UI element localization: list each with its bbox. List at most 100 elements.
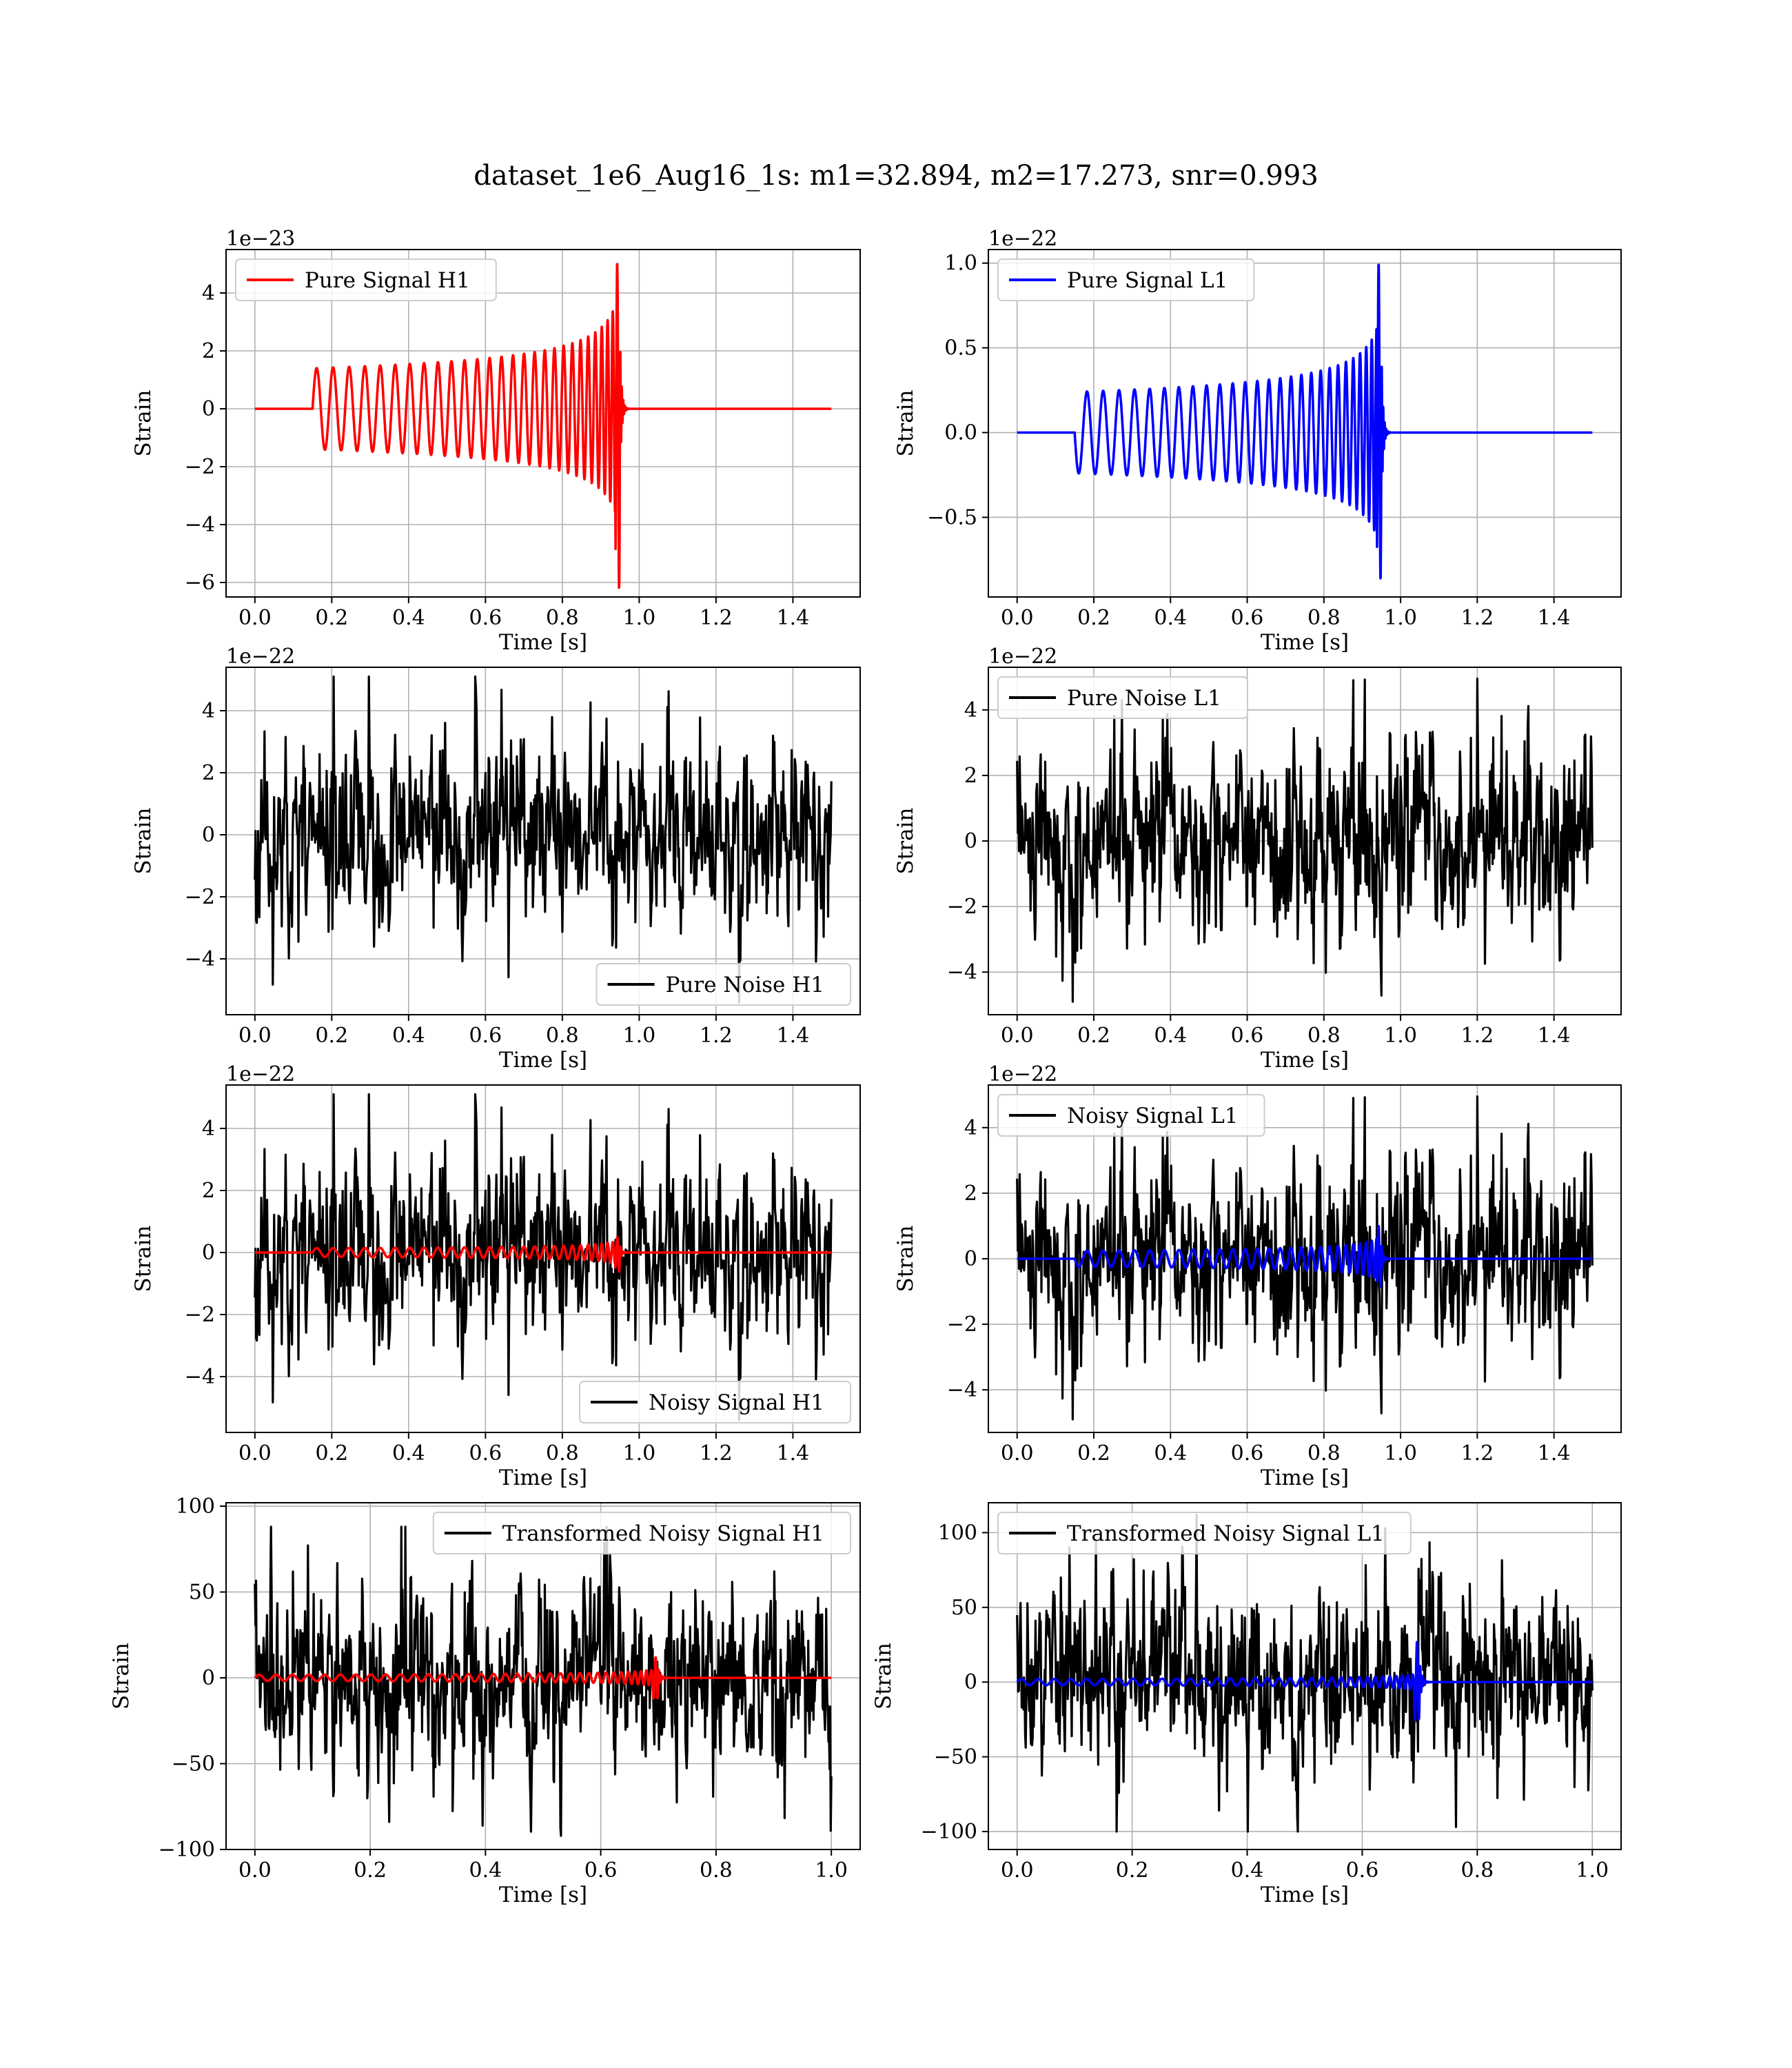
- legend-label: Noisy Signal L1: [1067, 1104, 1239, 1128]
- x-tick-label: 0.4: [469, 1858, 502, 1883]
- y-tick-label: 4: [202, 281, 215, 305]
- x-tick-label: 1.4: [777, 1441, 810, 1466]
- y-offset-label: 1e−23: [226, 227, 295, 251]
- subplot-noisy-signal-l1: 0.0 0.2 0.4 0.6 0.8 1.0 1.2 1.4 −4 −2 0 2 4 Time [s] S…: [893, 1062, 1622, 1490]
- plot-area: [1016, 1095, 1594, 1421]
- y-tick-label: 100: [938, 1521, 977, 1545]
- x-tick-label: 0.0: [1001, 1441, 1034, 1466]
- y-tick-label: 1.0: [944, 252, 977, 276]
- x-tick-label: 1.2: [700, 1441, 733, 1466]
- x-tick-label: 0.4: [392, 1441, 425, 1466]
- x-tick-label: 0.4: [1231, 1858, 1264, 1883]
- x-tick-label: 1.2: [700, 1024, 733, 1048]
- y-tick-label: −6: [185, 571, 215, 595]
- x-tick-label: 0.8: [1307, 606, 1341, 630]
- legend: Pure Signal H1: [235, 258, 497, 301]
- x-axis-label: Time [s]: [499, 1466, 587, 1490]
- x-axis-label: Time [s]: [499, 1048, 587, 1073]
- y-tick-label: 0: [202, 397, 215, 421]
- y-tick-label: 4: [964, 1116, 977, 1140]
- x-tick-label: 0.8: [700, 1858, 733, 1883]
- noise-series-line: [254, 1525, 833, 1837]
- x-tick-label: 1.2: [1461, 1441, 1494, 1466]
- x-axis-label: Time [s]: [1261, 1466, 1349, 1490]
- x-tick-label: 0.6: [584, 1858, 618, 1883]
- y-tick-label: 0: [964, 1247, 977, 1271]
- y-tick-label: −100: [921, 1820, 977, 1844]
- y-axis-label: Strain: [893, 808, 918, 875]
- subplot-transformed-noisy-signal-h1: 0.0 0.2 0.4 0.6 0.8 1.0 −100 −50 0 50 100 Time [s] S…: [109, 1494, 861, 1907]
- y-tick-label: −4: [185, 947, 215, 971]
- y-tick-label: 0: [964, 1670, 977, 1694]
- legend-box: [997, 676, 1248, 719]
- plot-area: [254, 1525, 833, 1837]
- x-tick-label: 0.2: [1077, 606, 1110, 630]
- x-tick-label: 1.4: [1538, 1024, 1571, 1048]
- x-tick-label: 0.6: [469, 606, 502, 630]
- x-tick-label: 1.0: [623, 1441, 656, 1466]
- subplot-pure-signal-l1: 0.0 0.2 0.4 0.6 0.8 1.0 1.2 1.4 −0.5 0.0 0.5 1.0 Tim…: [893, 227, 1622, 655]
- x-axis-label: Time [s]: [1261, 1048, 1349, 1073]
- x-tick-label: 0.6: [1346, 1858, 1379, 1883]
- noise-series-line: [1016, 678, 1594, 1003]
- x-tick-label: 1.0: [1384, 1441, 1417, 1466]
- legend: Pure Signal L1: [997, 258, 1255, 301]
- x-tick-label: 0.8: [546, 1024, 579, 1048]
- y-tick-label: 2: [964, 1182, 977, 1206]
- x-tick-label: 0.0: [238, 606, 272, 630]
- legend-box: [432, 1512, 851, 1554]
- x-tick-label: 0.8: [1307, 1024, 1341, 1048]
- y-tick-label: 0: [202, 1666, 215, 1690]
- x-tick-label: 0.6: [469, 1024, 502, 1048]
- subplot-pure-noise-h1: 0.0 0.2 0.4 0.6 0.8 1.0 1.2 1.4 −4 −2 0 2 4 Time [s] S…: [131, 645, 861, 1073]
- axes-frame: [225, 1084, 861, 1433]
- y-tick-label: 4: [964, 698, 977, 722]
- x-tick-label: 0.2: [315, 606, 348, 630]
- y-axis-label: Strain: [893, 390, 918, 457]
- legend-box: [595, 963, 851, 1006]
- subplot-pure-noise-l1: 0.0 0.2 0.4 0.6 0.8 1.0 1.2 1.4 −4 −2 0 2 4 Time [s] S…: [893, 645, 1622, 1073]
- legend: Pure Noise H1: [595, 963, 851, 1006]
- x-tick-label: 0.0: [238, 1441, 272, 1466]
- y-tick-label: −2: [185, 1303, 215, 1327]
- y-offset-label: 1e−22: [226, 1062, 295, 1086]
- x-tick-label: 0.4: [1154, 1024, 1187, 1048]
- y-tick-label: 0.0: [944, 421, 977, 445]
- signal-series-line: [1016, 263, 1594, 580]
- x-tick-label: 0.4: [1154, 606, 1187, 630]
- legend-label: Pure Noise L1: [1067, 686, 1221, 711]
- x-tick-label: 0.8: [1461, 1858, 1494, 1883]
- noise-series-line: [1016, 1513, 1594, 1833]
- y-tick-label: 2: [202, 339, 215, 363]
- subplot-pure-signal-h1: 0.0 0.2 0.4 0.6 0.8 1.0 1.2 1.4 −6 −4 −2 0 2 4 Time [s…: [131, 227, 861, 655]
- legend-label: Noisy Signal H1: [649, 1390, 824, 1415]
- y-tick-label: −2: [947, 895, 977, 919]
- legend: Noisy Signal L1: [997, 1094, 1265, 1137]
- axes-frame: [988, 1502, 1622, 1850]
- y-tick-label: 4: [202, 699, 215, 723]
- x-tick-label: 0.4: [392, 606, 425, 630]
- plot-area: [1016, 678, 1594, 1003]
- y-tick-label: 4: [202, 1117, 215, 1141]
- y-tick-label: 100: [176, 1494, 215, 1519]
- x-tick-label: 1.0: [1576, 1858, 1609, 1883]
- axes-frame: [225, 667, 861, 1015]
- legend-box: [997, 258, 1255, 301]
- y-axis-label: Strain: [131, 808, 156, 875]
- y-tick-label: −4: [947, 1378, 977, 1402]
- signal-series-line: [254, 263, 833, 589]
- plot-area: [1016, 263, 1594, 580]
- y-tick-label: 2: [964, 764, 977, 788]
- x-tick-label: 0.2: [354, 1858, 387, 1883]
- y-tick-label: −4: [947, 960, 977, 984]
- x-tick-label: 1.0: [1384, 1024, 1417, 1048]
- y-tick-label: −50: [172, 1752, 215, 1776]
- y-axis-label: Strain: [131, 390, 156, 457]
- plot-area: [1016, 1513, 1594, 1833]
- legend-label: Pure Noise H1: [666, 973, 824, 997]
- x-tick-label: 0.4: [1154, 1441, 1187, 1466]
- x-axis-label: Time [s]: [1261, 630, 1349, 655]
- y-offset-label: 1e−22: [988, 645, 1057, 669]
- x-axis-label: Time [s]: [499, 630, 587, 655]
- y-tick-label: 50: [951, 1596, 977, 1620]
